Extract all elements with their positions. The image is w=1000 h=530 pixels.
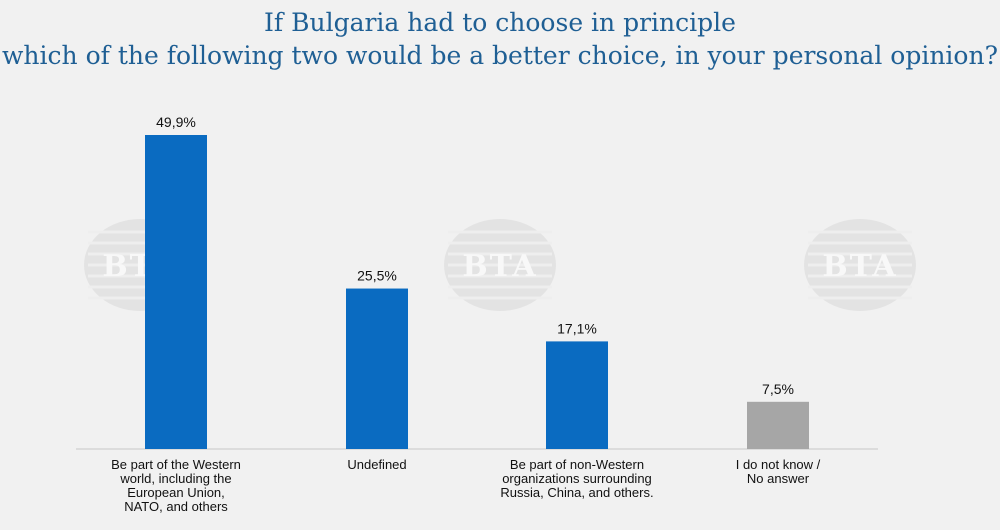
category-label-line: Be part of the Western bbox=[111, 457, 241, 472]
bta-watermark-logo: BTA bbox=[444, 219, 556, 311]
data-label-1: 49,9% bbox=[156, 114, 196, 130]
category-label-line: No answer bbox=[746, 471, 810, 486]
data-label-2: 25,5% bbox=[357, 268, 397, 284]
bar-2 bbox=[346, 288, 408, 449]
data-label-3: 17,1% bbox=[557, 320, 597, 336]
watermark-text: BTA bbox=[462, 249, 537, 284]
category-label-line: Russia, China, and others. bbox=[500, 485, 654, 500]
category-label-line: European Union, bbox=[127, 485, 225, 500]
category-label-line: Be part of non-Western bbox=[509, 457, 645, 472]
chart-title-line-1: If Bulgaria had to choose in principle bbox=[264, 8, 736, 37]
bar-4 bbox=[747, 401, 809, 449]
category-label-line: I do not know / bbox=[735, 457, 821, 472]
category-label-line: Undefined bbox=[347, 457, 407, 472]
bta-watermark-logo: BTA bbox=[804, 219, 916, 311]
category-label-line: NATO, and others bbox=[124, 499, 228, 514]
bar-3 bbox=[546, 341, 608, 449]
category-label-4: I do not know / No answer bbox=[683, 458, 873, 486]
category-label-line: organizations surrounding bbox=[502, 471, 652, 486]
data-label-4: 7,5% bbox=[762, 381, 794, 397]
category-label-1: Be part of the Western world, including t… bbox=[81, 458, 271, 514]
bar-1 bbox=[145, 135, 207, 449]
chart-title-line-2: which of the following two would be a be… bbox=[2, 41, 998, 70]
chart-title: If Bulgaria had to choose in principle w… bbox=[0, 6, 1000, 72]
category-label-line: world, including the bbox=[120, 471, 232, 486]
category-label-3: Be part of non-Western organizations surr… bbox=[482, 458, 672, 500]
category-label-2: Undefined bbox=[282, 458, 472, 472]
watermark-text: BTA bbox=[822, 249, 897, 284]
